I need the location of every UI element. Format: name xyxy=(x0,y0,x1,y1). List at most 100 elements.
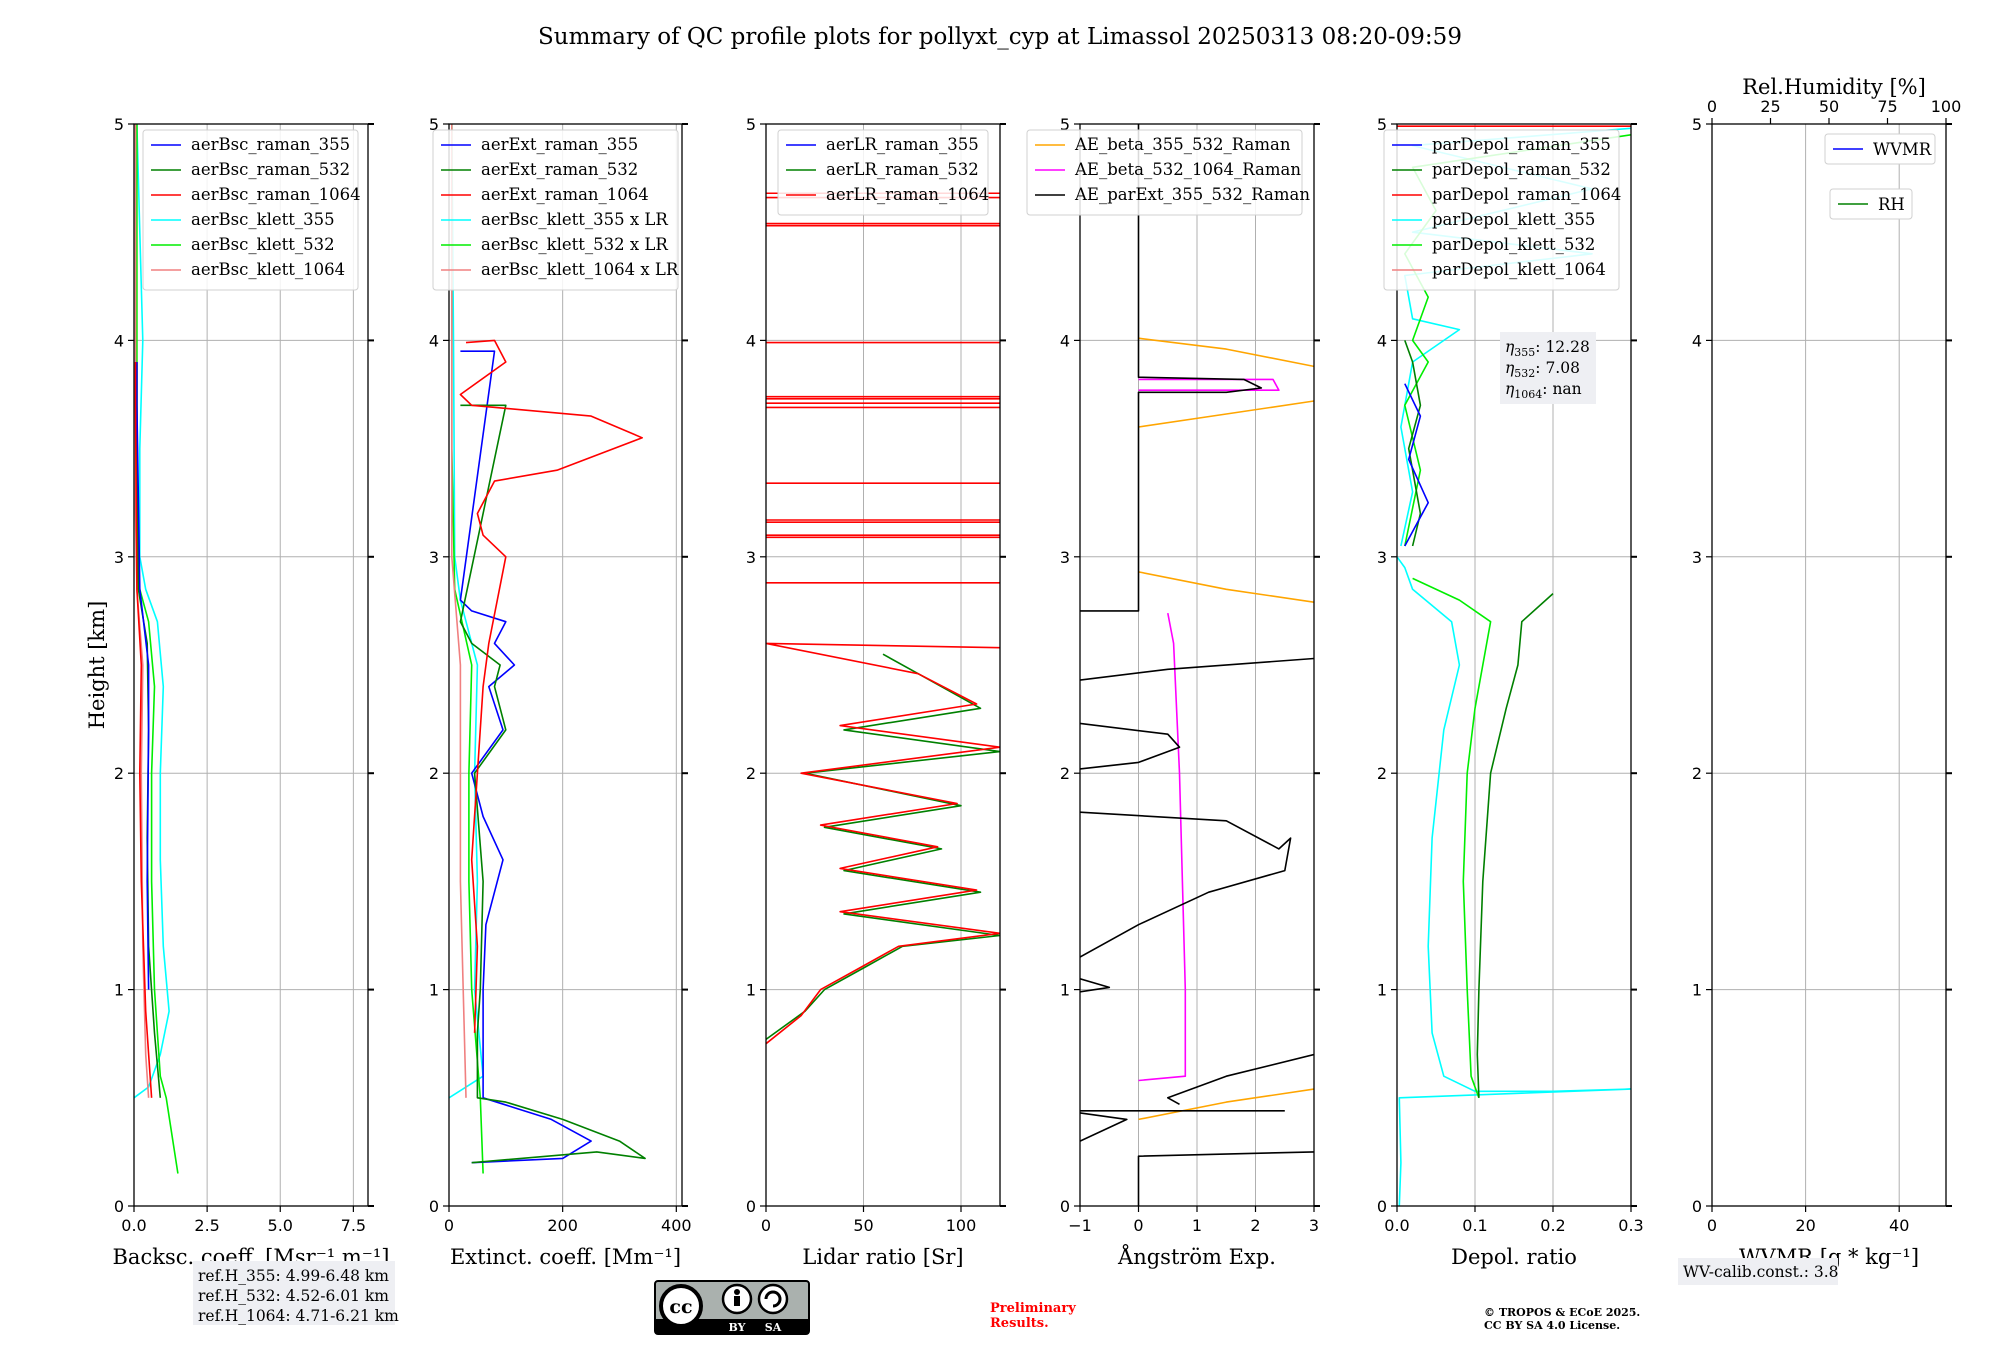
legend-label-aerBsc_klett_532 x LR: aerBsc_klett_532 x LR xyxy=(481,235,668,254)
series-AE_beta_355_532_Raman xyxy=(1138,400,1314,428)
x-tick-label: 3 xyxy=(1309,1216,1319,1235)
series-parDepol_klett_532 xyxy=(1412,577,1492,1099)
panel-ext: 0 200 400012345aerExt_raman_355aerExt_rama… xyxy=(429,115,692,1269)
refh-532: ref.H_532: 4.52-6.01 km xyxy=(198,1287,389,1305)
panel-bsc: 0.0 2.5 5.0 7.5012345aerBsc_raman_355aerBsc… xyxy=(85,115,389,1269)
axes-frame xyxy=(133,123,369,1207)
legend-frame xyxy=(1383,129,1620,291)
series-aerExt_raman_1064 xyxy=(459,339,644,1033)
y-tick-label: 2 xyxy=(114,764,124,783)
eta-box xyxy=(1500,332,1596,404)
axes-frame xyxy=(448,123,683,1207)
series-aerLR_raman_1064 xyxy=(766,642,1000,1045)
y-tick-label: 0 xyxy=(746,1197,756,1216)
x-tick-label: 2.5 xyxy=(194,1216,219,1235)
cc-by-sa-badge[interactable]: cc BY SA xyxy=(654,1280,810,1335)
series-aerLR_raman_532 xyxy=(766,653,1000,1041)
series-group xyxy=(449,124,646,1174)
preliminary-line-2: Results. xyxy=(990,1316,1049,1331)
series-AE_beta_532_1064_Raman xyxy=(1138,612,1187,1082)
legend-frame xyxy=(1824,133,1936,165)
legend-frame xyxy=(1829,188,1913,220)
legend-label-aerBsc_klett_355: aerBsc_klett_355 xyxy=(191,210,335,229)
by-icon-body xyxy=(734,1296,740,1306)
legend-label-aerLR_raman_1064: aerLR_raman_1064 xyxy=(826,185,989,204)
y-tick-label: 1 xyxy=(1377,981,1387,1000)
legend: aerExt_raman_355 aerExt_raman_532 aerExt_r… xyxy=(432,129,679,291)
x-tick-label: 2 xyxy=(1250,1216,1260,1235)
y-tick-label: 2 xyxy=(1377,764,1387,783)
legend-label-parDepol_klett_355: parDepol_klett_355 xyxy=(1432,210,1595,229)
series-AE_parExt_355_532_Raman xyxy=(1080,978,1111,993)
legend-label-parDepol_raman_532: parDepol_raman_532 xyxy=(1432,160,1611,179)
legend-label-aerBsc_klett_1064: aerBsc_klett_1064 xyxy=(191,260,345,279)
series-group xyxy=(1080,124,1314,1206)
cc-label: cc xyxy=(669,1296,692,1318)
series-AE_beta_355_532_Raman xyxy=(1138,571,1314,603)
panel-depol: 0.0 0.1 0.2 0.3012345parDepol_raman_355parD… xyxy=(1377,115,1644,1269)
y-tick-label: 0 xyxy=(114,1197,124,1216)
panel-lr: 0 50 100 0 1 2 3 4 5 aerLR_raman_355 aerLR_raman_5… xyxy=(746,115,1006,1269)
y-tick-label: 1 xyxy=(746,981,756,1000)
x-tick-label: 200 xyxy=(547,1216,578,1235)
x-tick-label: 40 xyxy=(1889,1216,1909,1235)
series-aerExt_raman_532 xyxy=(459,404,646,1164)
y-tick-label: 5 xyxy=(1692,115,1702,134)
legend-label-parDepol_raman_1064: parDepol_raman_1064 xyxy=(1432,185,1621,204)
series-group xyxy=(766,192,1000,1045)
y-tick-label: 5 xyxy=(429,115,439,134)
refh-box: ref.H_355: 4.99-6.48 km ref.H_532: 4.52-… xyxy=(193,1261,399,1325)
legend-label-aerExt_raman_1064: aerExt_raman_1064 xyxy=(481,185,649,204)
y-tick-label: 4 xyxy=(114,331,124,350)
series-parDepol_klett_355 xyxy=(1397,556,1631,1206)
cc-icon xyxy=(659,1284,703,1328)
legend-frame xyxy=(1026,129,1303,216)
series-AE_parExt_355_532_Raman xyxy=(1080,1112,1128,1142)
x-tick-label: −1 xyxy=(1068,1216,1092,1235)
legend-label-WVMR: WVMR xyxy=(1873,140,1932,159)
x-tick-label: 0 xyxy=(761,1216,771,1235)
x-axis-label: Ångström Exp. xyxy=(1117,1244,1276,1269)
y-tick-label: 3 xyxy=(1377,548,1387,567)
series-aerBsc_klett_355 x LR xyxy=(449,124,484,1099)
copyright-line-2: CC BY SA 4.0 License. xyxy=(1484,1319,1620,1332)
y-tick-label: 1 xyxy=(1692,981,1702,1000)
y-tick-label: 2 xyxy=(746,764,756,783)
x-tick-label: 0.0 xyxy=(1384,1216,1409,1235)
y-tick-label: 5 xyxy=(746,115,756,134)
legend-label-aerBsc_raman_355: aerBsc_raman_355 xyxy=(191,135,350,154)
x-axis-label: Depol. ratio xyxy=(1451,1245,1577,1269)
wv-calib-const: WV-calib.const.: 3.8 xyxy=(1683,1263,1839,1281)
series-AE_parExt_355_532_Raman xyxy=(1080,722,1181,770)
refh-355: ref.H_355: 4.99-6.48 km xyxy=(198,1267,389,1285)
series-AE_beta_355_532_Raman xyxy=(1138,337,1314,368)
series-AE_beta_355_532_Raman xyxy=(1138,1088,1314,1121)
legend: aerLR_raman_355 aerLR_raman_532 aerLR_rama… xyxy=(777,129,989,216)
y-tick-label: 1 xyxy=(114,981,124,1000)
y-tick-label: 4 xyxy=(1060,331,1070,350)
series-aerBsc_klett_1064 x LR xyxy=(450,124,467,1098)
series-parDepol_raman_532 xyxy=(1476,593,1554,1098)
legend-label-AE_beta_355_532_Raman: AE_beta_355_532_Raman xyxy=(1074,135,1291,154)
y-tick-label: 0 xyxy=(1060,1197,1070,1216)
y-tick-label: 1 xyxy=(1060,981,1070,1000)
wv-calib-box xyxy=(1678,1258,1838,1285)
series-aerBsc_klett_355 xyxy=(134,124,170,1099)
copyright-line-1: © TROPOS & ECoE 2025. xyxy=(1484,1306,1640,1319)
series-aerBsc_raman_355 xyxy=(136,362,150,990)
x-tick-label: 0.2 xyxy=(1540,1216,1565,1235)
y-tick-label: 3 xyxy=(429,548,439,567)
y-tick-label: 3 xyxy=(746,548,756,567)
y-tick-label: 4 xyxy=(429,331,439,350)
x-tick-label: 50 xyxy=(853,1216,873,1235)
y-tick-label: 5 xyxy=(114,115,124,134)
x-tick-label: 0 xyxy=(1707,1216,1717,1235)
top-x-tick-label: 100 xyxy=(1931,97,1962,116)
sa-icon xyxy=(757,1283,789,1315)
refh-1064: ref.H_1064: 4.71-6.21 km xyxy=(198,1307,399,1325)
series-group xyxy=(134,124,179,1174)
top-x-tick-label: 0 xyxy=(1707,97,1717,116)
x-axis-label: Lidar ratio [Sr] xyxy=(802,1245,963,1269)
x-tick-label: 20 xyxy=(1795,1216,1815,1235)
